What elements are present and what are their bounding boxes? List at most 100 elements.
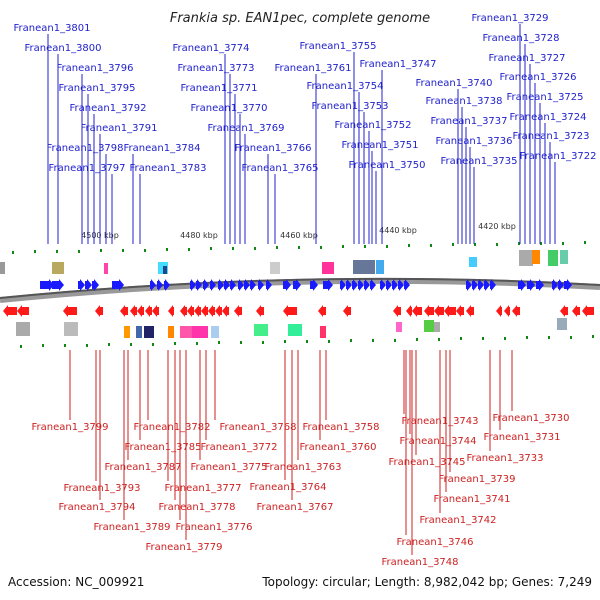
gene-label-top[interactable]: Franean1_3765 — [241, 163, 318, 174]
reverse-gene-arrow[interactable] — [560, 305, 568, 317]
forward-gene-arrow[interactable] — [224, 279, 230, 291]
feature-box[interactable] — [320, 326, 326, 338]
reverse-gene-arrow[interactable] — [512, 305, 520, 317]
gene-label-bottom[interactable]: Franean1_3758 — [302, 422, 379, 433]
feature-box[interactable] — [532, 250, 540, 264]
gene-label-top[interactable]: Franean1_3747 — [359, 59, 436, 70]
reverse-gene-arrow[interactable] — [572, 305, 580, 317]
feature-box[interactable] — [168, 326, 174, 338]
reverse-gene-arrow[interactable] — [283, 305, 297, 317]
feature-box[interactable] — [322, 262, 334, 274]
gene-label-bottom[interactable]: Franean1_3730 — [492, 413, 569, 424]
forward-gene-arrow[interactable] — [250, 279, 256, 291]
forward-gene-arrow[interactable] — [310, 279, 318, 291]
gene-label-top[interactable]: Franean1_3752 — [334, 120, 411, 131]
gene-label-top[interactable]: Franean1_3740 — [415, 78, 492, 89]
gene-label-top[interactable]: Franean1_3737 — [430, 116, 507, 127]
gene-label-bottom[interactable]: Franean1_3763 — [264, 462, 341, 473]
gene-label-top[interactable]: Franean1_3769 — [207, 123, 284, 134]
feature-box[interactable] — [396, 322, 402, 332]
gene-label-top[interactable]: Franean1_3727 — [488, 53, 565, 64]
reverse-gene-arrow[interactable] — [187, 305, 194, 317]
reverse-gene-arrow[interactable] — [180, 305, 187, 317]
feature-box[interactable] — [519, 250, 533, 266]
gene-label-top[interactable]: Franean1_3774 — [172, 43, 249, 54]
gene-label-bottom[interactable]: Franean1_3760 — [299, 442, 376, 453]
reverse-gene-arrow[interactable] — [234, 305, 242, 317]
gene-label-bottom[interactable]: Franean1_3731 — [483, 432, 560, 443]
gene-label-bottom[interactable]: Franean1_3793 — [63, 483, 140, 494]
reverse-gene-arrow[interactable] — [444, 305, 456, 317]
gene-label-top[interactable]: Franean1_3751 — [341, 140, 418, 151]
forward-gene-arrow[interactable] — [370, 279, 376, 291]
feature-box[interactable] — [180, 326, 192, 338]
forward-gene-arrow[interactable] — [150, 279, 156, 291]
reverse-gene-arrow[interactable] — [256, 305, 264, 317]
forward-gene-arrow[interactable] — [112, 279, 124, 291]
reverse-gene-arrow[interactable] — [145, 305, 152, 317]
gene-label-bottom[interactable]: Franean1_3733 — [466, 453, 543, 464]
gene-label-top[interactable]: Franean1_3800 — [24, 43, 101, 54]
forward-gene-arrow[interactable] — [358, 279, 364, 291]
forward-gene-arrow[interactable] — [203, 279, 209, 291]
gene-label-bottom[interactable]: Franean1_3799 — [31, 422, 108, 433]
feature-box[interactable] — [124, 326, 130, 338]
gene-label-top[interactable]: Franean1_3723 — [512, 131, 589, 142]
gene-label-bottom[interactable]: Franean1_3775 — [190, 462, 267, 473]
forward-gene-arrow[interactable] — [52, 279, 64, 291]
reverse-gene-arrow[interactable] — [504, 305, 510, 317]
gene-label-top[interactable]: Franean1_3784 — [123, 143, 200, 154]
forward-gene-arrow[interactable] — [40, 279, 54, 291]
gene-label-bottom[interactable]: Franean1_3745 — [388, 457, 465, 468]
reverse-gene-arrow[interactable] — [466, 305, 474, 317]
forward-gene-arrow[interactable] — [352, 279, 358, 291]
feature-box[interactable] — [548, 250, 558, 266]
gene-label-top[interactable]: Franean1_3736 — [435, 136, 512, 147]
gene-label-top[interactable]: Franean1_3797 — [48, 163, 125, 174]
forward-gene-arrow[interactable] — [466, 279, 472, 291]
reverse-gene-arrow[interactable] — [194, 305, 201, 317]
gene-label-top[interactable]: Franean1_3795 — [58, 83, 135, 94]
gene-label-top[interactable]: Franean1_3724 — [509, 112, 586, 123]
gene-label-top[interactable]: Franean1_3766 — [234, 143, 311, 154]
feature-box[interactable] — [469, 257, 477, 267]
gene-label-top[interactable]: Franean1_3771 — [180, 83, 257, 94]
forward-gene-arrow[interactable] — [190, 279, 196, 291]
feature-box[interactable] — [16, 322, 30, 336]
feature-box[interactable] — [353, 260, 375, 274]
feature-box[interactable] — [52, 262, 64, 274]
feature-box[interactable] — [560, 250, 568, 264]
forward-gene-arrow[interactable] — [552, 279, 558, 291]
feature-box[interactable] — [136, 326, 142, 338]
reverse-gene-arrow[interactable] — [137, 305, 144, 317]
gene-label-top[interactable]: Franean1_3753 — [311, 101, 388, 112]
feature-box[interactable] — [288, 324, 302, 336]
gene-label-top[interactable]: Franean1_3729 — [471, 13, 548, 24]
reverse-gene-arrow[interactable] — [208, 305, 215, 317]
gene-label-bottom[interactable]: Franean1_3778 — [158, 502, 235, 513]
forward-gene-arrow[interactable] — [346, 279, 352, 291]
feature-box[interactable] — [376, 260, 384, 274]
forward-gene-arrow[interactable] — [392, 279, 398, 291]
forward-gene-arrow[interactable] — [323, 279, 333, 291]
reverse-gene-arrow[interactable] — [496, 305, 502, 317]
gene-label-top[interactable]: Franean1_3750 — [348, 160, 425, 171]
gene-label-bottom[interactable]: Franean1_3742 — [419, 515, 496, 526]
reverse-gene-arrow[interactable] — [406, 305, 412, 317]
gene-label-bottom[interactable]: Franean1_3777 — [164, 483, 241, 494]
reverse-gene-arrow[interactable] — [582, 305, 594, 317]
gene-label-bottom[interactable]: Franean1_3739 — [438, 474, 515, 485]
gene-label-top[interactable]: Franean1_3801 — [13, 23, 90, 34]
forward-gene-arrow[interactable] — [386, 279, 392, 291]
forward-gene-arrow[interactable] — [518, 279, 526, 291]
forward-gene-arrow[interactable] — [266, 279, 272, 291]
feature-box[interactable] — [192, 326, 208, 338]
forward-gene-arrow[interactable] — [238, 279, 244, 291]
reverse-gene-arrow[interactable] — [95, 305, 103, 317]
feature-box[interactable] — [144, 326, 154, 338]
feature-box[interactable] — [434, 322, 440, 332]
reverse-gene-arrow[interactable] — [222, 305, 229, 317]
reverse-gene-arrow[interactable] — [201, 305, 208, 317]
forward-gene-arrow[interactable] — [78, 279, 85, 291]
gene-label-top[interactable]: Franean1_3791 — [80, 123, 157, 134]
